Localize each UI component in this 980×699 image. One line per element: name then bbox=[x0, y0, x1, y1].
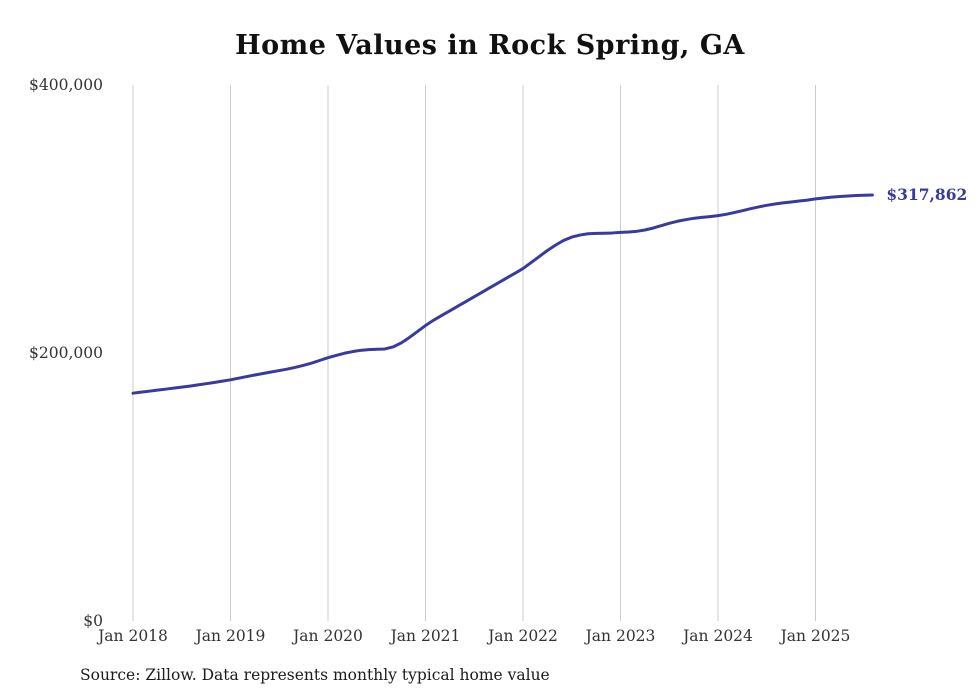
chart-title: Home Values in Rock Spring, GA bbox=[235, 30, 745, 61]
home-value-line bbox=[131, 193, 874, 395]
end-value-label: $317,862 bbox=[886, 185, 967, 204]
x-tick-label: Jan 2018 bbox=[96, 627, 168, 645]
y-tick-label: $0 bbox=[83, 612, 103, 630]
x-tick-label: Jan 2021 bbox=[389, 627, 461, 645]
x-tick-label: Jan 2022 bbox=[486, 627, 558, 645]
x-tick-label: Jan 2023 bbox=[584, 627, 656, 645]
x-tick-label: Jan 2020 bbox=[291, 627, 363, 645]
x-tick-label: Jan 2019 bbox=[194, 627, 266, 645]
x-tick-label: Jan 2025 bbox=[779, 627, 851, 645]
y-tick-label: $400,000 bbox=[29, 76, 103, 94]
source-note: Source: Zillow. Data represents monthly … bbox=[80, 666, 550, 684]
x-tick-label: Jan 2024 bbox=[681, 627, 753, 645]
y-tick-label: $200,000 bbox=[29, 344, 103, 362]
